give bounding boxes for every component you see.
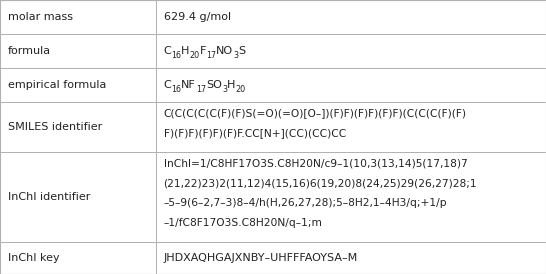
Text: –5–9(6–2,7–3)8–4/h(H,26,27,28);5–8H2,1–4H3/q;+1/p: –5–9(6–2,7–3)8–4/h(H,26,27,28);5–8H2,1–4… — [164, 198, 447, 208]
Text: SO: SO — [206, 80, 222, 90]
Text: NO: NO — [216, 46, 234, 56]
Text: JHDXAQHGAJXNBY–UHFFFAOYSA–M: JHDXAQHGAJXNBY–UHFFFAOYSA–M — [164, 253, 358, 263]
Text: 3: 3 — [234, 51, 239, 60]
Text: 20: 20 — [190, 51, 200, 60]
Text: empirical formula: empirical formula — [8, 80, 106, 90]
Text: F)(F)F)(F)F)(F)F.CC[N+](CC)(CC)CC: F)(F)F)(F)F)(F)F.CC[N+](CC)(CC)CC — [164, 128, 346, 138]
Text: SMILES identifier: SMILES identifier — [8, 122, 102, 132]
Text: InChI identifier: InChI identifier — [8, 192, 91, 202]
Text: molar mass: molar mass — [8, 12, 73, 22]
Text: C(C(C(C(C(F)(F)S(=O)(=O)[O–])(F)F)(F)F)(F)F)(C(C(C(F)(F): C(C(C(C(C(F)(F)S(=O)(=O)[O–])(F)F)(F)F)(… — [164, 108, 467, 118]
Text: 17: 17 — [196, 85, 206, 94]
Text: 3: 3 — [222, 85, 227, 94]
Text: 16: 16 — [171, 85, 181, 94]
Text: NF: NF — [181, 80, 196, 90]
Text: S: S — [239, 46, 246, 56]
Text: –1/fC8F17O3S.C8H20N/q–1;m: –1/fC8F17O3S.C8H20N/q–1;m — [164, 218, 323, 228]
Text: formula: formula — [8, 46, 51, 56]
Text: H: H — [181, 46, 190, 56]
Text: 629.4 g/mol: 629.4 g/mol — [164, 12, 231, 22]
Text: 16: 16 — [171, 51, 181, 60]
Text: C: C — [164, 80, 171, 90]
Text: 17: 17 — [206, 51, 216, 60]
Text: InChI key: InChI key — [8, 253, 60, 263]
Text: F: F — [200, 46, 206, 56]
Text: (21,22)23)2(11,12)4(15,16)6(19,20)8(24,25)29(26,27)28;1: (21,22)23)2(11,12)4(15,16)6(19,20)8(24,2… — [164, 178, 477, 188]
Text: 20: 20 — [235, 85, 246, 94]
Text: InChI=1/C8HF17O3S.C8H20N/c9–1(10,3(13,14)5(17,18)7: InChI=1/C8HF17O3S.C8H20N/c9–1(10,3(13,14… — [164, 158, 467, 168]
Text: C: C — [164, 46, 171, 56]
Text: H: H — [227, 80, 235, 90]
